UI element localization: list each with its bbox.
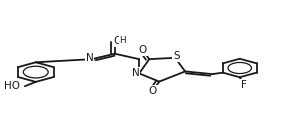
Text: O: O [139, 45, 147, 55]
Text: O: O [113, 36, 122, 46]
Text: F: F [241, 80, 247, 90]
Text: S: S [173, 51, 180, 61]
Text: N: N [132, 68, 139, 78]
Text: H: H [119, 36, 126, 45]
Text: N: N [86, 53, 93, 64]
Text: O: O [149, 86, 157, 96]
Text: HO: HO [4, 81, 20, 92]
